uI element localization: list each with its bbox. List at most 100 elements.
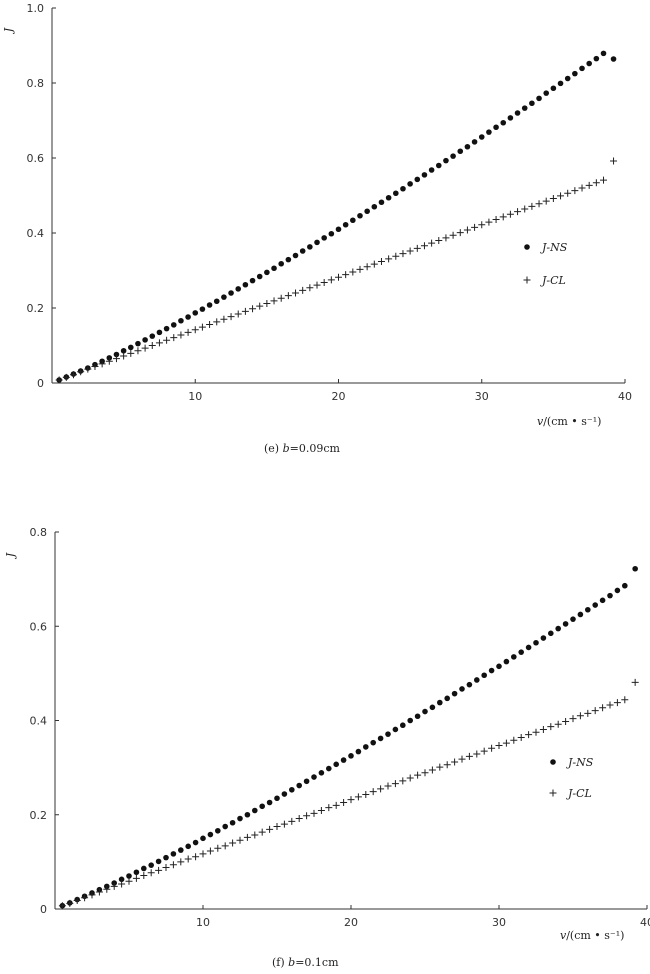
caption-f-var: b <box>288 956 296 969</box>
caption-e-value: =0.09cm <box>289 442 340 455</box>
data-point-dot <box>392 726 399 733</box>
x-axis-title-var: v <box>537 415 544 428</box>
data-point-dot <box>564 75 571 82</box>
data-point-plus <box>292 289 300 297</box>
data-point-plus <box>354 793 362 801</box>
data-point-plus <box>528 202 536 210</box>
data-point-plus <box>391 780 399 788</box>
data-point-plus <box>377 785 385 793</box>
data-point-dot <box>488 667 495 674</box>
x-axis-title-unit: /(cm • s⁻¹) <box>543 415 601 428</box>
data-point-dot <box>486 129 492 135</box>
data-point-dot <box>451 690 458 697</box>
data-point-plus <box>578 184 586 192</box>
data-point-dot <box>118 876 125 883</box>
data-point-plus <box>335 273 342 281</box>
data-point-plus <box>549 195 557 202</box>
data-point-dot <box>607 592 613 599</box>
data-point-dot <box>610 56 617 62</box>
caption-e-var: b <box>282 442 290 455</box>
data-point-dot <box>206 302 213 308</box>
data-point-dot <box>192 310 199 316</box>
data-point-dot <box>221 294 227 300</box>
data-point-plus <box>91 363 99 370</box>
data-point-plus <box>177 331 185 339</box>
data-point-plus <box>384 782 392 790</box>
data-point-plus <box>436 763 444 771</box>
data-point-plus <box>110 882 118 890</box>
data-point-plus <box>221 842 229 850</box>
y-axis-title: J <box>2 27 15 34</box>
data-point-plus <box>413 244 421 252</box>
data-point-plus <box>449 231 457 239</box>
y-tick-label: 0.8 <box>30 526 48 539</box>
y-tick-label: 0.4 <box>27 227 45 240</box>
data-point-dot <box>421 172 428 178</box>
data-point-dot <box>378 199 385 206</box>
data-point-plus <box>184 328 192 336</box>
data-point-dot <box>529 100 535 107</box>
data-point-dot <box>266 799 273 806</box>
data-point-plus <box>288 817 296 825</box>
data-point-plus <box>525 731 533 739</box>
data-point-plus <box>478 221 486 229</box>
data-point-plus <box>442 234 450 242</box>
data-point-dot <box>385 731 391 737</box>
data-point-plus <box>227 313 235 321</box>
data-point-dot <box>170 851 177 857</box>
data-point-dot <box>155 858 162 865</box>
data-point-plus <box>592 179 600 187</box>
x-tick-label: 30 <box>492 916 506 929</box>
x-tick-label: 10 <box>188 390 202 403</box>
data-point-plus <box>258 828 266 836</box>
series-j-ns <box>56 50 617 383</box>
data-point-dot <box>407 181 413 187</box>
data-point-plus <box>506 210 514 218</box>
data-point-dot <box>296 782 303 789</box>
data-point-dot <box>622 582 628 589</box>
data-point-dot <box>593 55 600 62</box>
data-point-dot <box>311 774 317 780</box>
data-point-plus <box>576 712 584 720</box>
data-point-dot <box>274 795 280 802</box>
data-point-plus <box>141 344 149 352</box>
data-point-plus <box>406 774 414 782</box>
data-point-dot <box>148 862 154 868</box>
data-point-plus <box>492 216 500 223</box>
data-point-plus <box>392 252 400 260</box>
data-point-plus <box>362 790 370 798</box>
data-point-plus <box>184 855 192 863</box>
data-point-plus <box>569 715 577 723</box>
data-point-dot <box>500 119 507 126</box>
data-point-plus <box>606 701 614 709</box>
data-point-dot <box>548 630 554 637</box>
data-point-plus <box>192 853 200 861</box>
data-point-plus <box>229 839 237 847</box>
x-tick-label: 20 <box>332 390 346 403</box>
data-point-dot <box>507 115 514 121</box>
data-point-dot <box>199 306 206 312</box>
caption-e: (e) b=0.09cm <box>264 442 340 455</box>
data-point-dot <box>278 260 285 267</box>
data-point-dot <box>562 621 569 627</box>
y-tick-label: 0.4 <box>30 715 48 728</box>
data-point-plus <box>191 326 199 334</box>
data-point-dot <box>355 748 362 755</box>
data-point-dot <box>481 672 488 679</box>
data-point-plus <box>220 315 228 323</box>
data-point-plus <box>599 704 607 712</box>
data-point-dot <box>464 143 471 150</box>
y-tick-label: 0.2 <box>27 302 45 315</box>
data-point-dot <box>237 815 243 822</box>
data-point-plus <box>340 798 348 806</box>
data-point-dot <box>363 744 369 750</box>
data-point-dot <box>555 625 561 632</box>
data-point-plus <box>69 371 77 379</box>
data-point-dot <box>249 277 256 284</box>
data-point-plus <box>535 200 543 208</box>
data-point-dot <box>503 658 510 665</box>
data-point-plus <box>591 707 599 715</box>
data-point-plus <box>399 250 407 258</box>
data-point-dot <box>350 217 356 224</box>
data-point-dot <box>400 185 406 192</box>
